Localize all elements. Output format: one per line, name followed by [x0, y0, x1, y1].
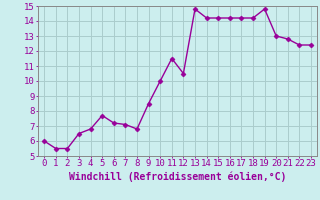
X-axis label: Windchill (Refroidissement éolien,°C): Windchill (Refroidissement éolien,°C) — [69, 171, 286, 182]
